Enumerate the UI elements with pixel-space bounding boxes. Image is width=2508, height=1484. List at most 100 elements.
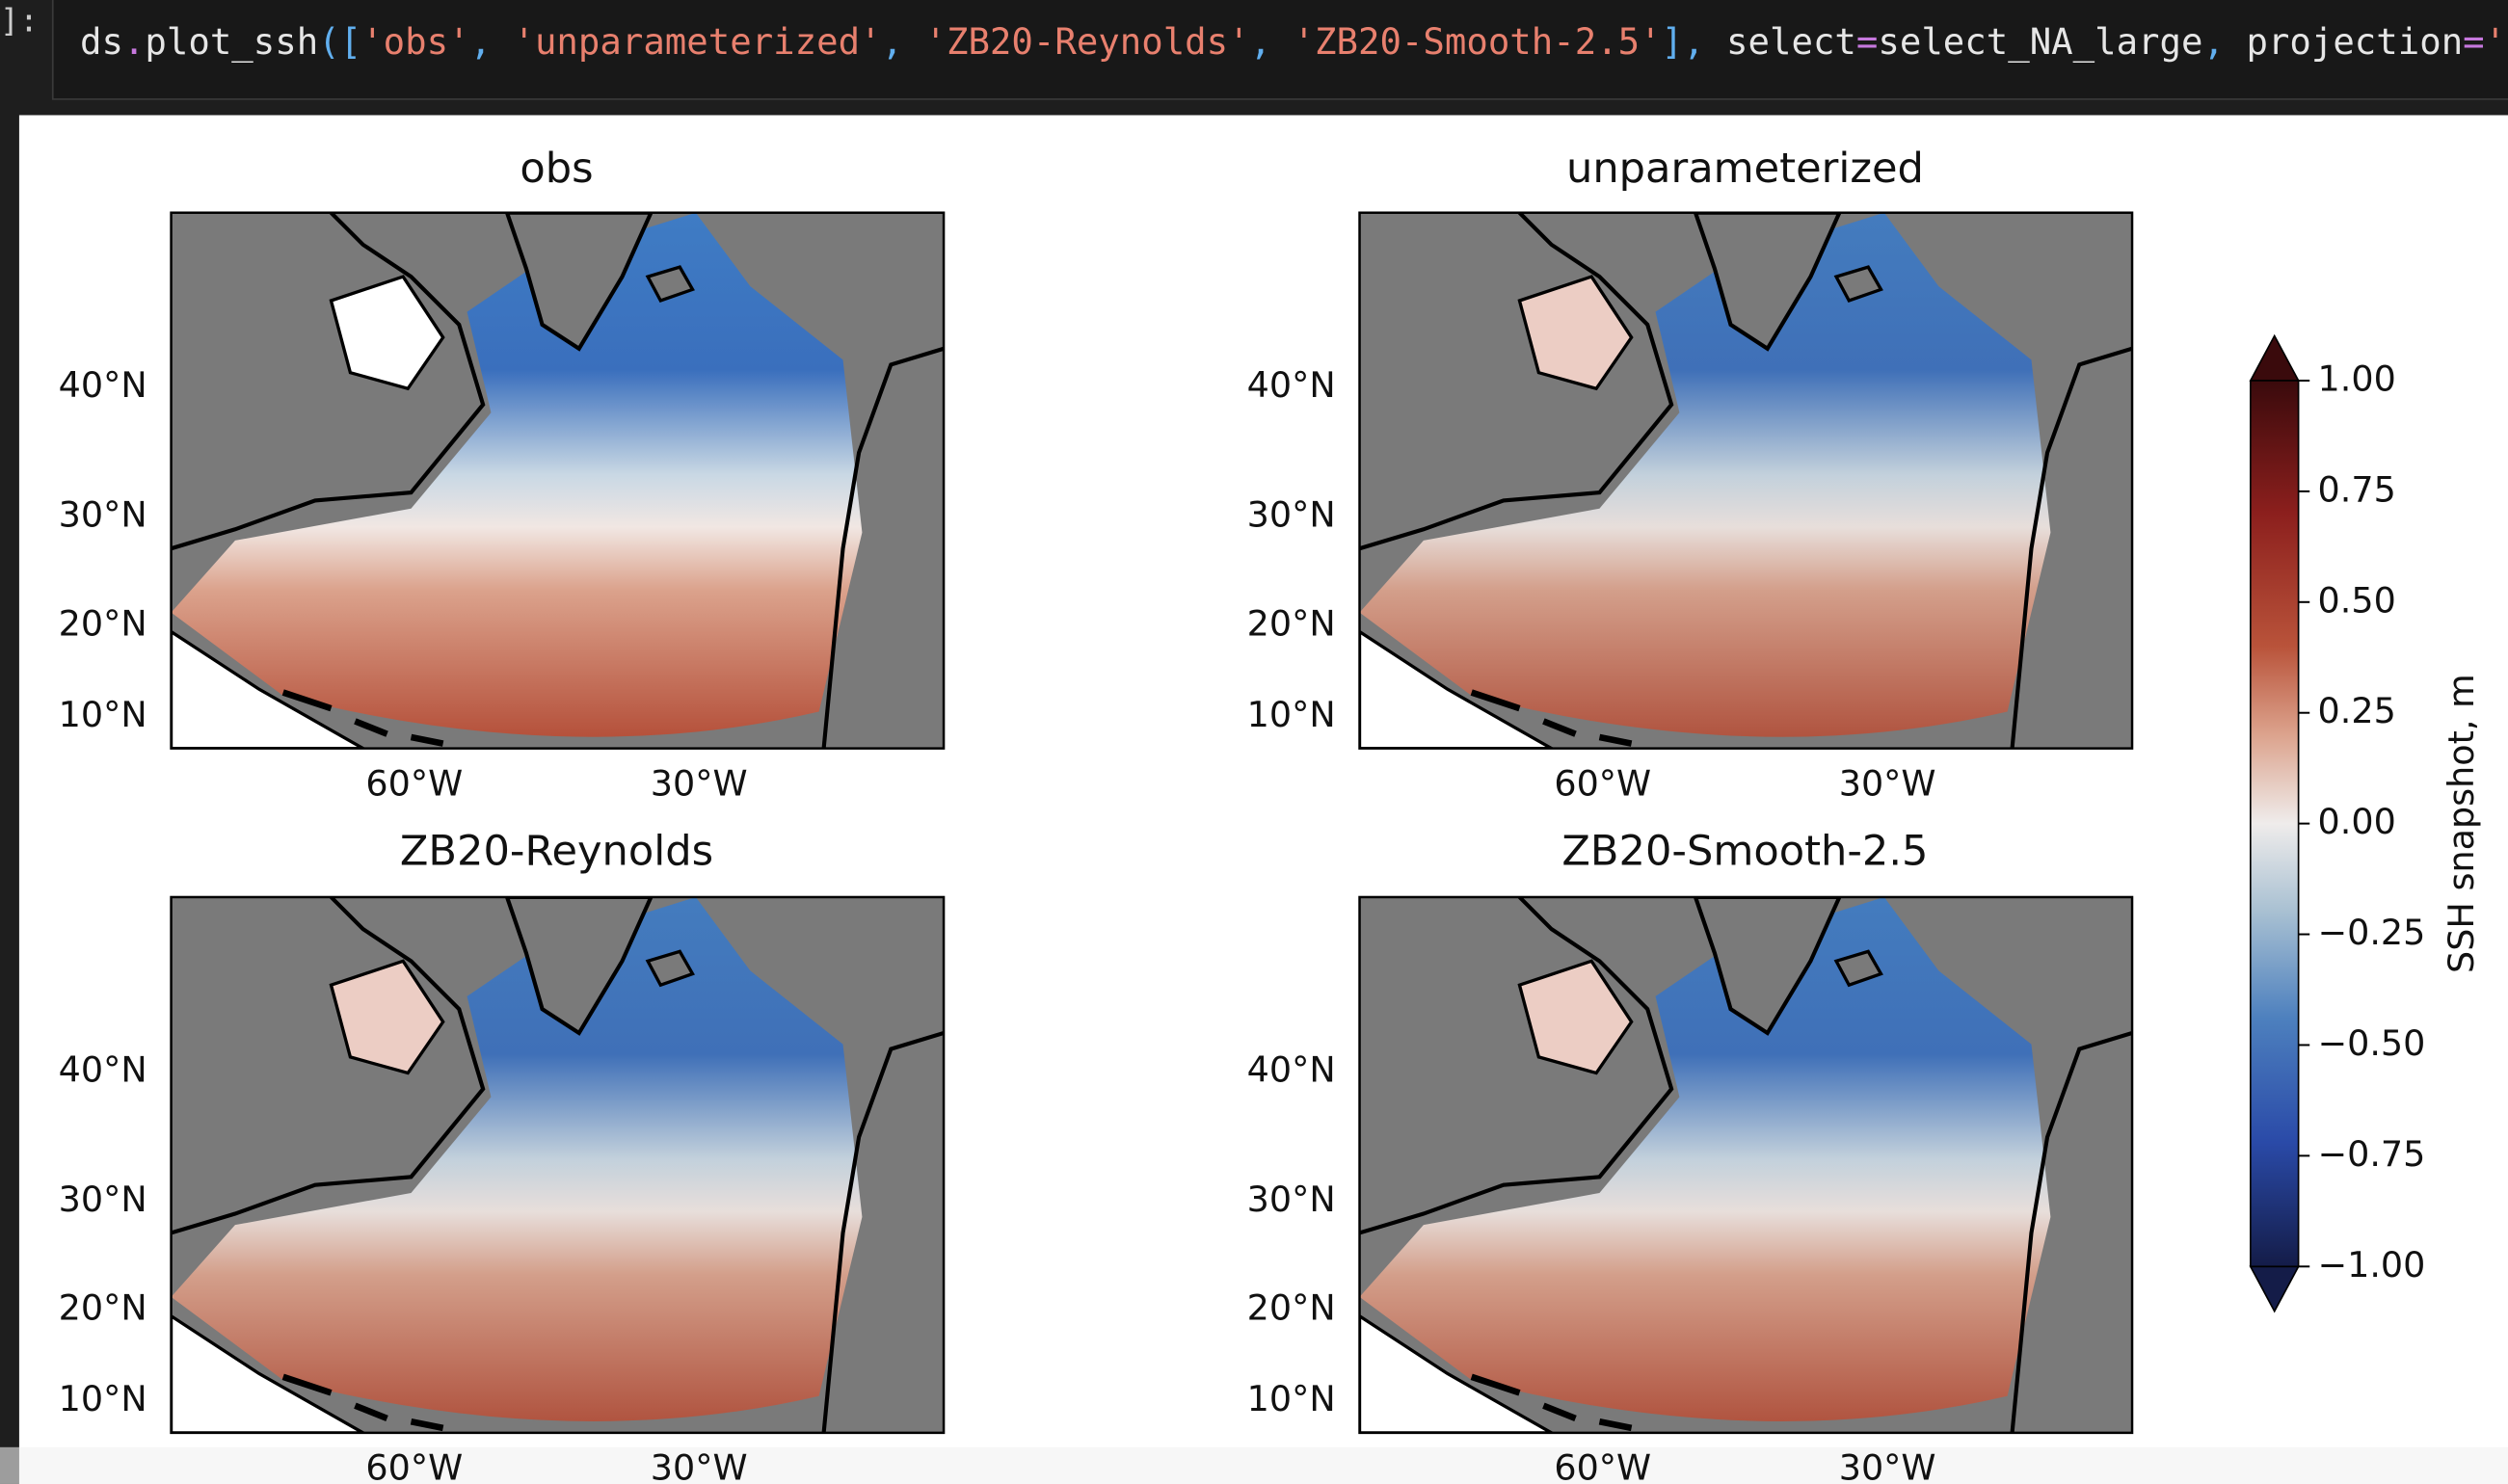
caribbean-islands	[1470, 689, 1633, 747]
no-data-gulf	[171, 1313, 367, 1433]
map-frame	[170, 895, 946, 1435]
map	[1359, 212, 2133, 749]
x-tick-label: 60°W	[1554, 762, 1651, 804]
scroll-shadow	[0, 1446, 2508, 1484]
iceland	[645, 265, 695, 304]
ocean-field	[171, 896, 863, 1421]
no-data-gulf	[171, 629, 367, 749]
no-data-gulf	[1359, 629, 1556, 749]
code-token: ,	[2202, 19, 2246, 62]
map-frame	[170, 211, 946, 750]
y-tick-label: 40°N	[59, 1048, 147, 1090]
colorbar-tick-label: 0.50	[2318, 579, 2396, 621]
y-tick-label: 30°N	[59, 494, 147, 536]
europe-africa-coast	[2010, 1031, 2133, 1433]
iceland	[1833, 949, 1883, 988]
greenland	[504, 896, 654, 1036]
colorbar-tick-label: −1.00	[2318, 1244, 2426, 1285]
iceland	[1833, 265, 1883, 304]
ocean-field	[1359, 896, 2051, 1421]
europe-africa-coast	[821, 346, 945, 749]
code-editor[interactable]	[51, 0, 2508, 100]
code-token: =	[2463, 19, 2484, 62]
colorbar-label: SSH snapshot, m	[2441, 674, 2482, 973]
y-tick-label: 20°N	[1247, 1287, 1336, 1329]
y-tick-label: 30°N	[1247, 1179, 1336, 1220]
code-token: ,	[882, 19, 925, 62]
code-token: ,	[470, 19, 514, 62]
code-token: select	[1726, 19, 1856, 62]
colorbar-tick-label: 0.25	[2318, 690, 2396, 731]
caribbean-islands	[281, 689, 444, 747]
y-tick-label: 40°N	[59, 364, 147, 406]
x-tick-label: 60°W	[1554, 1447, 1651, 1484]
x-tick-label: 30°W	[651, 1447, 748, 1484]
europe-africa-coast	[2010, 346, 2133, 749]
north-america-coast	[1359, 212, 1674, 551]
colorbar-tick-label: −0.25	[2318, 912, 2426, 953]
panel-title: obs	[520, 145, 593, 193]
y-tick-label: 30°N	[59, 1179, 147, 1220]
colorbar-tick-label: 1.00	[2318, 358, 2396, 399]
code-token: 'obs'	[361, 19, 469, 62]
greenland	[504, 212, 654, 352]
map	[171, 896, 945, 1433]
ocean-field	[171, 212, 863, 737]
x-tick-label: 60°W	[365, 762, 463, 804]
iceland	[645, 949, 695, 988]
no-data-labrador	[329, 275, 445, 391]
panel-title: ZB20-Smooth-2.5	[1561, 828, 1928, 876]
panel-title: unparameterized	[1566, 145, 1924, 193]
map-frame	[1358, 895, 2134, 1435]
greenland	[1693, 896, 1842, 1036]
caribbean-islands	[1470, 1373, 1633, 1432]
colorbar-tick-label: −0.75	[2318, 1133, 2426, 1175]
code-token: 'ZB20-Smooth-2.5'	[1294, 19, 1662, 62]
code-token: 'unparameterized'	[513, 19, 881, 62]
code-token: '3	[2485, 19, 2508, 62]
code-token: .	[123, 19, 145, 62]
code-token: projection	[2246, 19, 2463, 62]
y-tick-label: 30°N	[1247, 494, 1336, 536]
code-token: ([	[318, 19, 361, 62]
no-data-labrador	[329, 959, 445, 1075]
map	[171, 212, 945, 749]
north-america-coast	[1359, 896, 1674, 1235]
ocean-field	[1359, 212, 2051, 737]
cell-prompt: ]:	[0, 2, 39, 40]
europe-africa-coast	[821, 1031, 945, 1433]
map-frame	[1358, 211, 2134, 750]
code-token: =	[1856, 19, 1878, 62]
y-tick-label: 40°N	[1247, 1048, 1336, 1090]
greenland	[1693, 212, 1842, 352]
colorbar-tick-label: 0.00	[2318, 801, 2396, 842]
no-data-labrador	[1517, 959, 1634, 1075]
y-tick-label: 10°N	[1247, 1378, 1336, 1419]
colorbar-tick-label: 0.75	[2318, 468, 2396, 510]
x-tick-label: 30°W	[651, 762, 748, 804]
colorbar-tick-label: −0.50	[2318, 1022, 2426, 1064]
code-token: ],	[1662, 19, 1726, 62]
no-data-gulf	[1359, 1313, 1556, 1433]
x-tick-label: 30°W	[1839, 1447, 1936, 1484]
colorbar	[2250, 380, 2300, 1268]
code-token: ds	[80, 19, 123, 62]
y-tick-label: 10°N	[59, 694, 147, 735]
y-tick-label: 20°N	[59, 1287, 147, 1329]
north-america-coast	[171, 896, 486, 1235]
north-america-coast	[171, 212, 486, 551]
caribbean-islands	[281, 1373, 444, 1432]
y-tick-label: 10°N	[1247, 694, 1336, 735]
y-tick-label: 20°N	[1247, 602, 1336, 644]
y-tick-label: 40°N	[1247, 364, 1336, 406]
x-tick-label: 60°W	[365, 1447, 463, 1484]
panel-title: ZB20-Reynolds	[400, 828, 713, 876]
code-token: select_NA_large	[1878, 19, 2202, 63]
code-token: 'ZB20-Reynolds'	[925, 19, 1250, 62]
code-token: ,	[1250, 19, 1294, 62]
y-tick-label: 20°N	[59, 602, 147, 644]
no-data-labrador	[1517, 275, 1634, 391]
map	[1359, 896, 2133, 1433]
